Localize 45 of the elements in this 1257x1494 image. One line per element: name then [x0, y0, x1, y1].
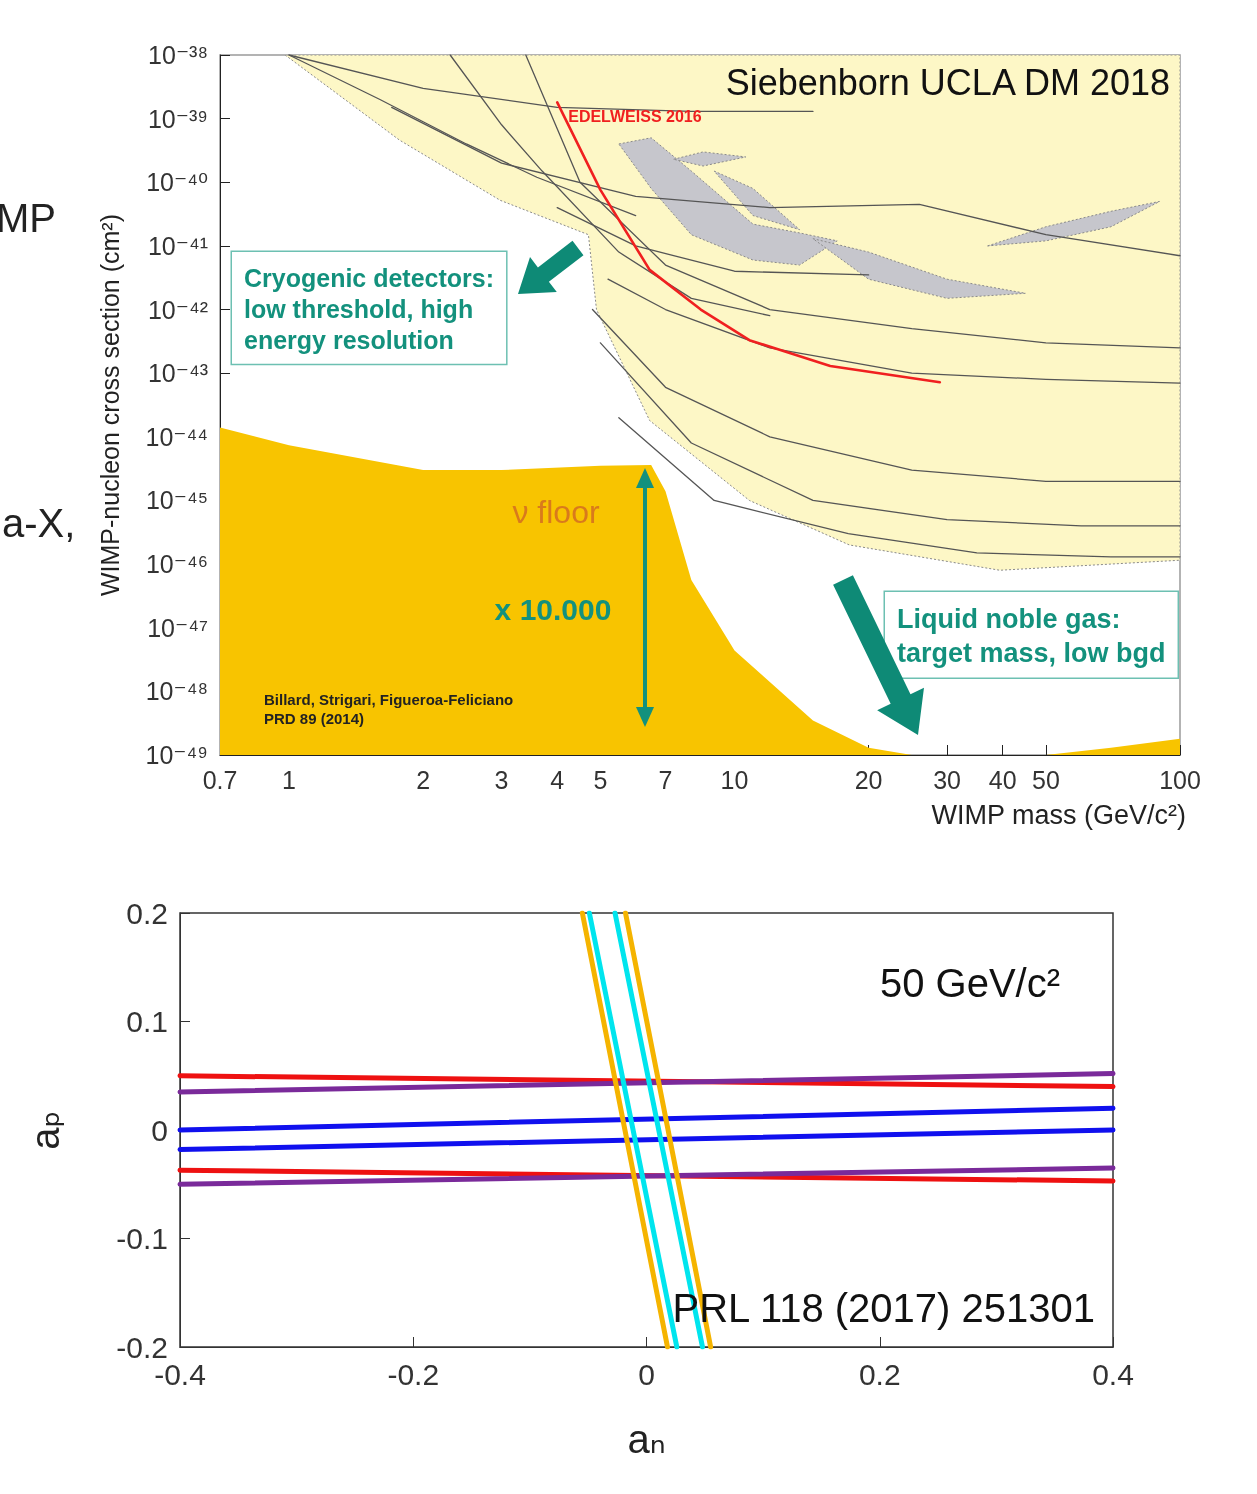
x-tick-label: 0 [638, 1357, 655, 1391]
y-tick-label: 10⁻⁴⁰ [146, 168, 208, 197]
series-label: EDELWEISS 2016 [568, 107, 702, 125]
x-tick-label: 3 [494, 765, 509, 794]
y-tick-label: 10⁻³⁸ [148, 41, 208, 69]
text: MP [0, 196, 56, 240]
x-tick-label: 20 [854, 765, 883, 794]
annotation: x 10.000 [494, 593, 612, 627]
annotation: Siebenborn UCLA DM 2018 [725, 62, 1170, 103]
x-tick-label: 100 [1159, 765, 1201, 794]
y-tick-label: 0 [151, 1113, 168, 1147]
x-tick-label: 1 [282, 765, 296, 794]
y-tick-label: 10⁻⁴² [147, 295, 208, 324]
x-tick-label: 2 [416, 765, 431, 794]
y-tick-label: -0.1 [116, 1222, 168, 1255]
y-axis-title: aₚ [23, 1110, 67, 1150]
x-axis-title: aₙ [627, 1417, 666, 1461]
x-tick-label: 50 [1031, 765, 1060, 794]
x-tick-label: 7 [658, 765, 673, 794]
y-tick-label: 10⁻⁴⁵ [145, 486, 208, 515]
x-tick-label: 0.2 [858, 1357, 901, 1391]
annotation: Cryogenic detectors: low threshold, high energy resolution [244, 263, 495, 355]
y-tick-label: 10⁻³⁹ [147, 104, 208, 133]
y-tick-label: 10⁻⁴⁶ [145, 550, 208, 579]
annotation: Liquid noble gas: target mass, low bgd [897, 603, 1166, 668]
y-tick-label: 10⁻⁴⁸ [145, 677, 208, 706]
x-tick-label: 30 [933, 765, 961, 794]
x-tick-label: 40 [988, 765, 1017, 794]
y-tick-label: 10⁻⁴¹ [147, 231, 208, 260]
y-tick-label: 0.2 [126, 896, 168, 930]
x-tick-label: -0.2 [387, 1357, 440, 1391]
y-axis-title: WIMP-nucleon cross section (cm²) [95, 213, 124, 597]
x-tick-label: 0.4 [1092, 1357, 1134, 1391]
y-tick-label: 0.1 [126, 1005, 168, 1038]
x-tick-label: 5 [593, 765, 608, 794]
annotation: ν floor [512, 494, 600, 530]
x-tick-label: 4 [550, 765, 565, 794]
annotation: 50 GeV/c² [879, 961, 1060, 1005]
x-tick-label: 10 [720, 765, 749, 794]
y-tick-label: 10⁻⁴³ [147, 359, 208, 388]
y-tick-label: 10⁻⁴⁴ [145, 422, 208, 451]
annotation: Billard, Strigari, Figueroa-Feliciano PRD 89 (2014) [264, 690, 514, 727]
text: a-X, [2, 501, 76, 545]
y-tick-label: 10⁻⁴⁷ [147, 613, 208, 642]
x-axis-title: WIMP mass (GeV/c²) [931, 799, 1186, 830]
